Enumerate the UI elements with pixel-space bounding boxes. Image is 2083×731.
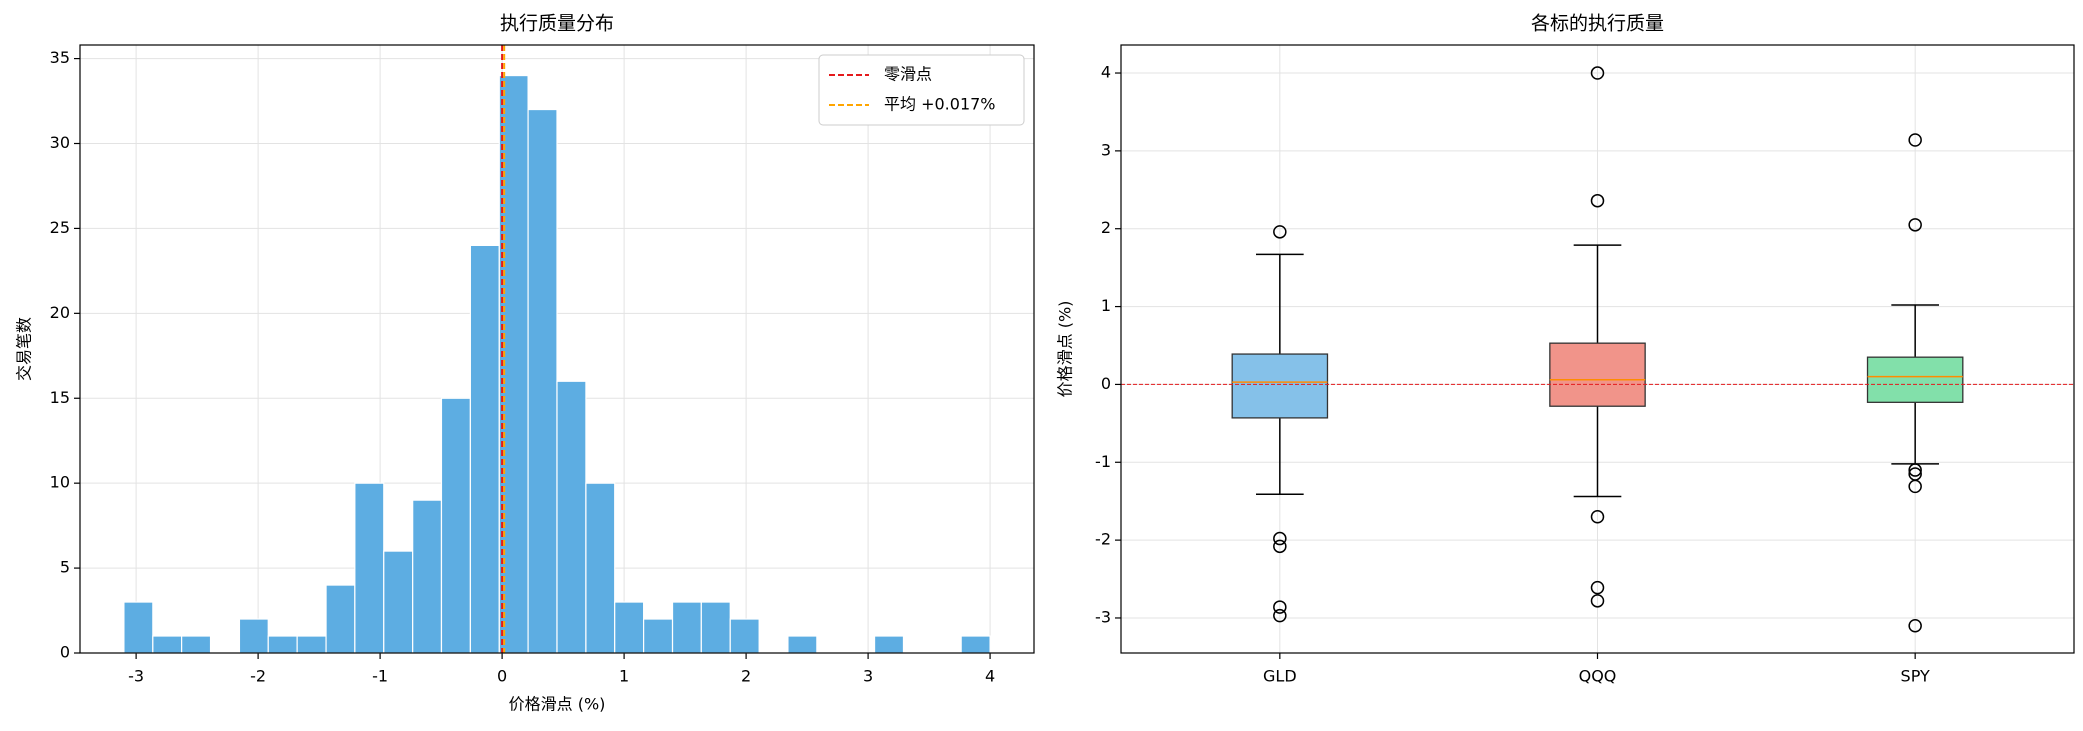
x-tick-label: GLD [1263,667,1297,686]
histogram-bar [643,618,674,654]
y-tick-label: -3 [1095,607,1111,626]
histogram-bar [267,635,298,654]
x-tick-label: 4 [985,667,995,686]
y-axis-label: 价格滑点 (%) [1056,301,1075,398]
y-tick-label: -2 [1095,530,1111,549]
x-tick-label: -2 [250,667,266,686]
x-tick-label: SPY [1901,667,1930,686]
outlier [1273,225,1287,239]
histogram-bar [960,635,991,654]
histogram-bar [440,397,471,654]
x-axis-label: 价格滑点 (%) [509,695,606,714]
histogram-bar [873,635,905,654]
histogram-bar [585,482,616,654]
legend-label: 零滑点 [884,65,932,84]
histogram-bar [325,584,356,654]
x-tick-label: QQQ [1579,667,1617,686]
box [1549,342,1646,407]
histogram-bar [383,550,414,654]
y-tick-label: 4 [1101,63,1111,82]
x-tick-label: 2 [741,667,751,686]
x-tick-label: 0 [497,667,507,686]
x-tick-label: 3 [863,667,873,686]
outlier [1590,580,1605,595]
histogram-bar [238,618,269,654]
y-tick-label: 10 [50,473,70,492]
y-tick-label: 2 [1101,218,1111,237]
outlier [1590,193,1605,208]
histogram-bar [412,499,443,654]
x-tick-label: -3 [128,667,144,686]
histogram-bar [527,108,558,654]
chart-title: 执行质量分布 [500,13,614,35]
outlier [1908,463,1922,477]
outlier [1590,594,1605,608]
y-tick-label: 25 [50,218,70,237]
y-tick-label: 0 [60,643,70,662]
box [1231,353,1329,419]
y-tick-label: 5 [60,558,70,577]
histogram-bar [556,380,587,654]
axes-frame [1120,44,2075,654]
histogram-bar [181,635,212,654]
legend-box [818,54,1025,126]
legend-label: 平均 +0.017% [884,95,996,114]
x-tick-label: -1 [372,667,388,686]
outlier [1590,66,1605,80]
x-tick-label: 1 [619,667,629,686]
outlier [1273,600,1287,614]
y-tick-label: 3 [1101,140,1111,159]
outlier [1273,531,1287,546]
outlier [1273,608,1287,623]
y-tick-label: 35 [50,48,70,67]
outlier [1273,539,1287,554]
histogram-bar [296,635,327,654]
histogram-bar [469,244,500,654]
y-tick-label: 0 [1101,374,1111,393]
histogram-bar [614,601,645,654]
histogram-bar [123,601,154,654]
chart-title: 各标的执行质量 [1531,13,1664,35]
histogram-bar [729,618,760,654]
box [1866,356,1964,403]
histogram-bar [152,635,183,654]
y-tick-label: 30 [50,133,70,152]
y-tick-label: 20 [50,303,70,322]
y-tick-label: -1 [1095,452,1111,471]
axes-frame [79,44,1035,654]
outlier [1908,479,1922,494]
histogram-bar [700,601,731,654]
histogram-bar [787,635,818,654]
histogram-bar [671,601,702,654]
y-tick-label: 15 [50,388,70,407]
outlier [1590,510,1605,524]
outlier [1908,218,1922,232]
outlier [1908,619,1922,633]
y-tick-label: 1 [1101,296,1111,315]
histogram-bar [354,482,385,654]
y-axis-label: 交易笔数 [15,317,34,381]
outlier [1908,133,1922,147]
